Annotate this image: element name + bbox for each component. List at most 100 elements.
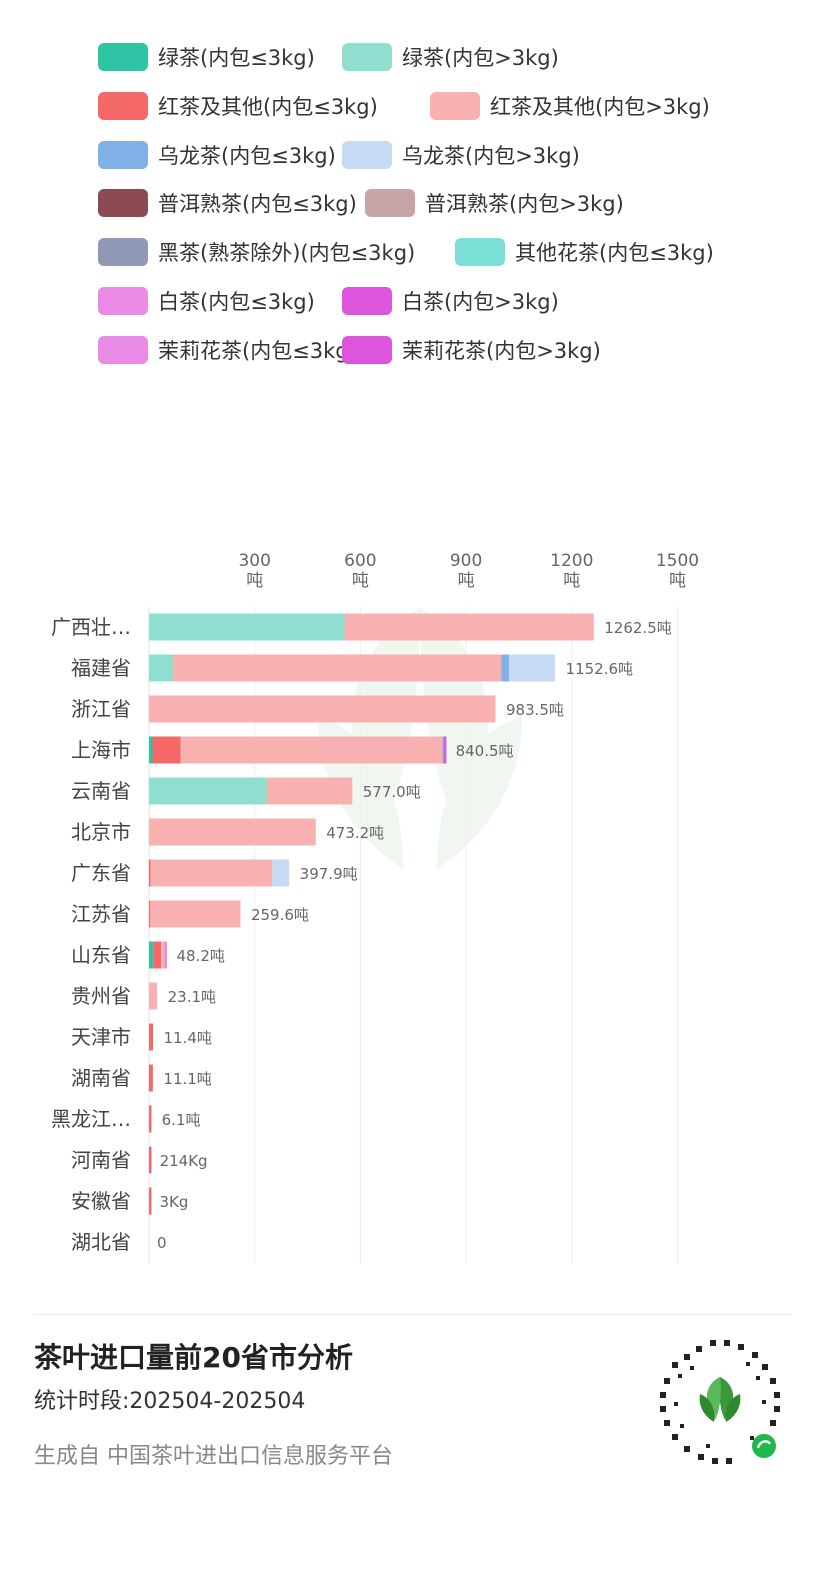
legend-swatch bbox=[342, 287, 392, 315]
bar-segment bbox=[180, 736, 443, 764]
legend-label: 绿茶(内包≤3kg) bbox=[158, 46, 315, 70]
legend-label: 茉莉花茶(内包>3kg) bbox=[402, 338, 601, 363]
legend-item[interactable]: 白茶(内包>3kg) bbox=[342, 286, 559, 316]
legend-swatch bbox=[342, 140, 392, 169]
legend-item[interactable]: 绿茶(内包>3kg) bbox=[342, 42, 559, 72]
bar-total-label: 11.1吨 bbox=[163, 1070, 211, 1088]
x-tick-label: 900 bbox=[450, 551, 482, 571]
bar-segment bbox=[501, 654, 510, 682]
bar-segment bbox=[267, 777, 353, 805]
legend-item[interactable]: 乌龙茶(内包≤3kg) bbox=[98, 140, 336, 170]
legend-label: 其他花茶(内包≤3kg) bbox=[515, 241, 714, 266]
legend-item[interactable]: 绿茶(内包≤3kg) bbox=[98, 42, 315, 72]
category-label: 浙江省 bbox=[71, 697, 131, 721]
category-label: 贵州省 bbox=[71, 984, 131, 1008]
legend-swatch bbox=[98, 91, 148, 120]
legend-label: 乌龙茶(内包≤3kg) bbox=[158, 143, 336, 168]
bar-segment bbox=[153, 941, 161, 969]
legend-label: 普洱熟茶(内包>3kg) bbox=[425, 192, 624, 217]
category-label: 安徽省 bbox=[71, 1189, 131, 1213]
bar-total-label: 0 bbox=[157, 1234, 167, 1252]
legend-label: 绿茶(内包>3kg) bbox=[402, 46, 559, 70]
bar-segment bbox=[149, 1105, 152, 1133]
bar-segment bbox=[150, 859, 273, 887]
category-label: 天津市 bbox=[71, 1025, 131, 1049]
footer-divider bbox=[34, 1314, 792, 1315]
legend-swatch bbox=[342, 43, 392, 71]
legend-swatch bbox=[430, 91, 480, 120]
bar-segment bbox=[164, 941, 168, 969]
legend-label: 黑茶(熟茶除外)(内包≤3kg) bbox=[158, 241, 416, 266]
legend-item[interactable]: 其他花茶(内包≤3kg) bbox=[455, 237, 714, 267]
bar-segment bbox=[149, 859, 152, 887]
bar-segment bbox=[172, 654, 502, 682]
bar-segment bbox=[149, 1187, 152, 1215]
legend-label: 红茶及其他(内包≤3kg) bbox=[158, 94, 378, 119]
legend-label: 茉莉花茶(内包≤3kg) bbox=[158, 338, 357, 363]
category-label: 云南省 bbox=[71, 779, 131, 803]
legend-swatch bbox=[98, 189, 148, 218]
category-label: 湖北省 bbox=[71, 1230, 131, 1254]
bar-segment bbox=[149, 1023, 154, 1051]
bar-total-label: 259.6吨 bbox=[251, 906, 309, 924]
bar-total-label: 397.9吨 bbox=[300, 865, 358, 883]
legend-swatch bbox=[342, 335, 392, 364]
bar-segment bbox=[149, 613, 345, 641]
bar-total-label: 214Kg bbox=[160, 1152, 208, 1170]
bar-segment bbox=[149, 982, 158, 1010]
category-label: 福建省 bbox=[71, 656, 131, 680]
x-tick-label: 1200 bbox=[550, 551, 593, 571]
bar-segment bbox=[152, 736, 181, 764]
bar-total-label: 11.4吨 bbox=[164, 1029, 212, 1047]
legend-item[interactable]: 普洱熟茶(内包>3kg) bbox=[365, 188, 624, 218]
bar-segment bbox=[443, 736, 447, 764]
legend-item[interactable]: 茉莉花茶(内包≤3kg) bbox=[98, 335, 357, 365]
page-title: 茶叶进口量前20省市分析 bbox=[34, 1341, 353, 1374]
x-tick-label: 300 bbox=[238, 551, 270, 571]
bar-segment bbox=[150, 900, 241, 928]
category-label: 广西壮… bbox=[51, 615, 131, 639]
bar-segment bbox=[149, 1146, 152, 1174]
stacked-bar-chart: 300 吨 600 吨 900 吨 1200 吨 1500 吨广西壮… 1262.5吨 福建省 1152… bbox=[0, 540, 830, 1284]
bar-segment bbox=[272, 859, 290, 887]
category-label: 山东省 bbox=[71, 943, 131, 967]
legend-item[interactable]: 白茶(内包≤3kg) bbox=[98, 286, 315, 316]
bar-total-label: 23.1吨 bbox=[168, 988, 216, 1006]
bar-segment bbox=[149, 736, 153, 764]
x-tick-label: 1500 bbox=[656, 551, 699, 571]
legend-label: 白茶(内包>3kg) bbox=[402, 290, 559, 314]
legend-label: 乌龙茶(内包>3kg) bbox=[402, 143, 580, 168]
legend-item[interactable]: 普洱熟茶(内包≤3kg) bbox=[98, 188, 357, 218]
category-label: 河南省 bbox=[71, 1148, 131, 1172]
legend-label: 红茶及其他(内包>3kg) bbox=[490, 94, 710, 119]
category-label: 湖南省 bbox=[71, 1066, 131, 1090]
legend-swatch bbox=[98, 140, 148, 169]
qr-code-icon[interactable] bbox=[650, 1332, 790, 1472]
bar-total-label: 6.1吨 bbox=[162, 1111, 201, 1129]
legend-item[interactable]: 黑茶(熟茶除外)(内包≤3kg) bbox=[98, 237, 415, 267]
bar-segment bbox=[509, 654, 556, 682]
bar-segment bbox=[344, 613, 594, 641]
legend-item[interactable]: 茉莉花茶(内包>3kg) bbox=[342, 335, 601, 365]
bar-segment bbox=[149, 818, 316, 846]
bar-segment bbox=[442, 736, 445, 764]
bar-segment bbox=[149, 941, 154, 969]
x-tick-unit: 吨 bbox=[669, 571, 686, 591]
category-label: 北京市 bbox=[71, 820, 131, 844]
legend-swatch bbox=[98, 287, 148, 315]
bar-total-label: 840.5吨 bbox=[456, 742, 514, 760]
bar-total-label: 473.2吨 bbox=[326, 824, 384, 842]
legend-label: 白茶(内包≤3kg) bbox=[158, 290, 315, 314]
bar-segment bbox=[149, 654, 173, 682]
legend-swatch bbox=[455, 238, 505, 267]
legend-swatch bbox=[98, 335, 148, 364]
bar-total-label: 577.0吨 bbox=[363, 783, 421, 801]
legend-item[interactable]: 乌龙茶(内包>3kg) bbox=[342, 140, 580, 170]
bar-segment bbox=[160, 941, 165, 969]
bar-segment bbox=[149, 777, 268, 805]
legend-item[interactable]: 红茶及其他(内包>3kg) bbox=[430, 91, 710, 121]
legend-swatch bbox=[98, 238, 148, 267]
legend-swatch bbox=[365, 189, 415, 218]
legend-item[interactable]: 红茶及其他(内包≤3kg) bbox=[98, 91, 378, 121]
